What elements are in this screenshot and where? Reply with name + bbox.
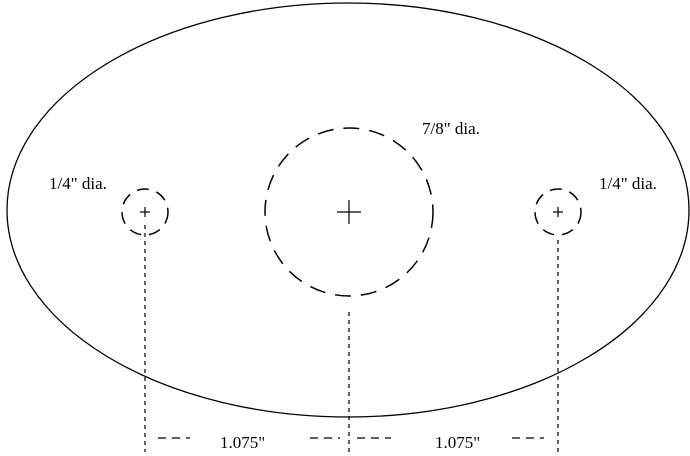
- right-hole-outline: [534, 188, 582, 236]
- left-hole-label: 1/4" dia.: [49, 174, 107, 193]
- center-hole-label: 7/8" dia.: [422, 119, 480, 138]
- right-spacing-label: 1.075": [435, 433, 480, 452]
- right-hole: [534, 188, 582, 236]
- left-hole-outline: [121, 188, 169, 236]
- right-hole-label: 1/4" dia.: [599, 174, 657, 193]
- left-hole: [121, 188, 169, 236]
- center-hole: [264, 127, 434, 297]
- plate-outline: [6, 2, 690, 418]
- left-spacing-label: 1.075": [220, 433, 265, 452]
- center-hole-outline: [264, 127, 434, 297]
